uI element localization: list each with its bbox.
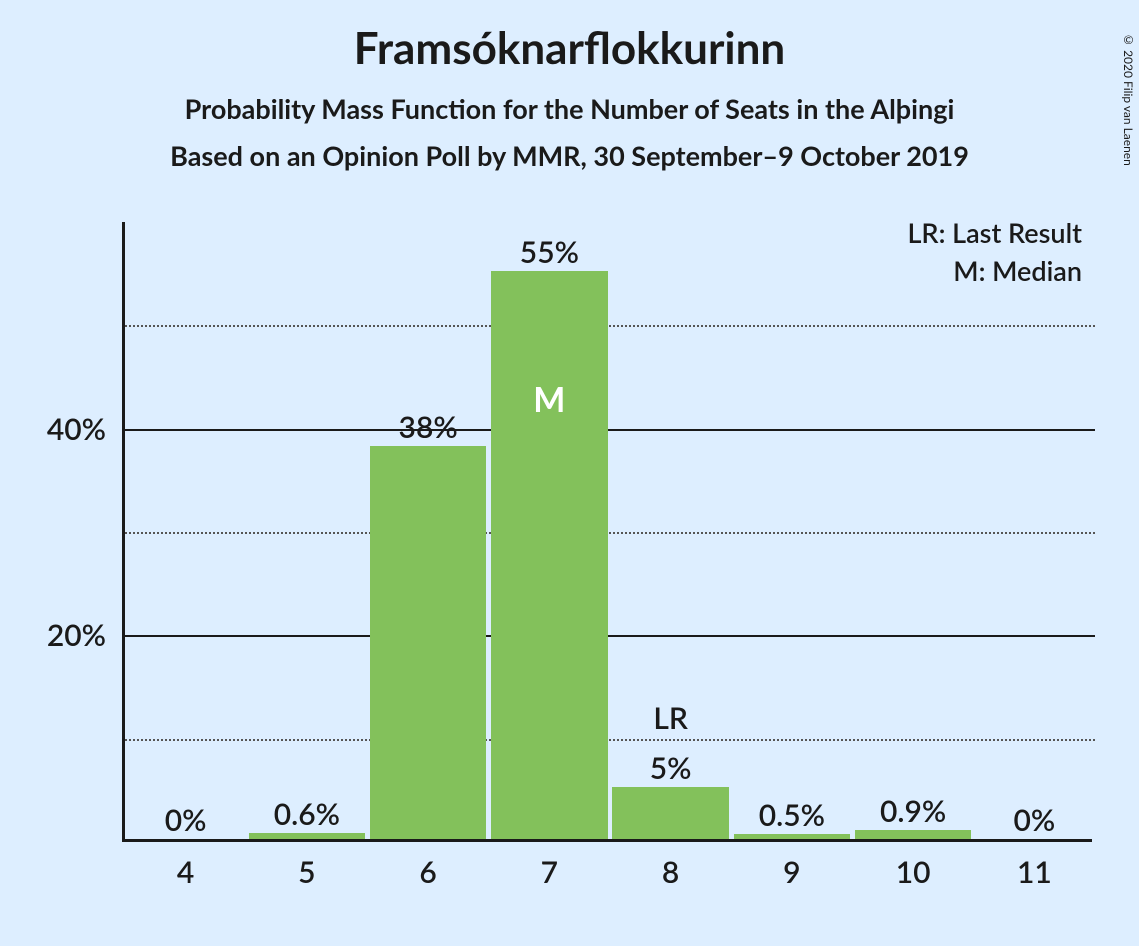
x-tick-label: 11 xyxy=(1017,854,1052,890)
bar-value-label: 0.5% xyxy=(759,797,825,833)
bar xyxy=(734,834,850,839)
chart-axes: 20%40%0%40.6%538%655%7M5%8LR0.5%90.9%100… xyxy=(122,222,1092,842)
chart-subtitle-2: Based on an Opinion Poll by MMR, 30 Sept… xyxy=(0,139,1139,172)
y-tick-label: 40% xyxy=(6,411,106,447)
bar-value-label: 5% xyxy=(650,750,692,786)
bar xyxy=(249,833,365,839)
last-result-marker: LR xyxy=(653,700,688,736)
x-tick-label: 10 xyxy=(896,854,931,890)
bar-value-label: 0.9% xyxy=(880,793,946,829)
x-tick-label: 6 xyxy=(419,854,436,890)
x-tick-label: 9 xyxy=(783,854,800,890)
gridline-minor xyxy=(125,325,1095,327)
bar-value-label: 0% xyxy=(165,802,207,838)
gridline-minor xyxy=(125,739,1095,741)
x-tick-label: 5 xyxy=(298,854,315,890)
x-tick-label: 4 xyxy=(177,854,194,890)
bar xyxy=(370,446,486,839)
x-tick-label: 7 xyxy=(541,854,558,890)
gridline-minor xyxy=(125,532,1095,534)
legend-lr: LR: Last Result xyxy=(907,216,1082,249)
x-tick-label: 8 xyxy=(662,854,679,890)
chart-title: Framsóknarflokkurinn xyxy=(0,22,1139,74)
bar xyxy=(612,787,728,839)
median-marker: M xyxy=(533,379,565,420)
bar-value-label: 0% xyxy=(1014,802,1056,838)
legend-m: M: Median xyxy=(953,254,1082,287)
bar xyxy=(491,271,607,839)
bar-value-label: 0.6% xyxy=(274,796,340,832)
copyright-text: © 2020 Filip van Laenen xyxy=(1121,32,1136,166)
gridline-major xyxy=(125,635,1095,637)
bar xyxy=(855,830,971,839)
chart-plot-area: 20%40%0%40.6%538%655%7M5%8LR0.5%90.9%100… xyxy=(122,222,1092,842)
chart-subtitle-1: Probability Mass Function for the Number… xyxy=(0,92,1139,125)
y-tick-label: 20% xyxy=(6,617,106,653)
bar-value-label: 38% xyxy=(399,409,458,445)
gridline-major xyxy=(125,429,1095,431)
bar-value-label: 55% xyxy=(520,234,579,270)
